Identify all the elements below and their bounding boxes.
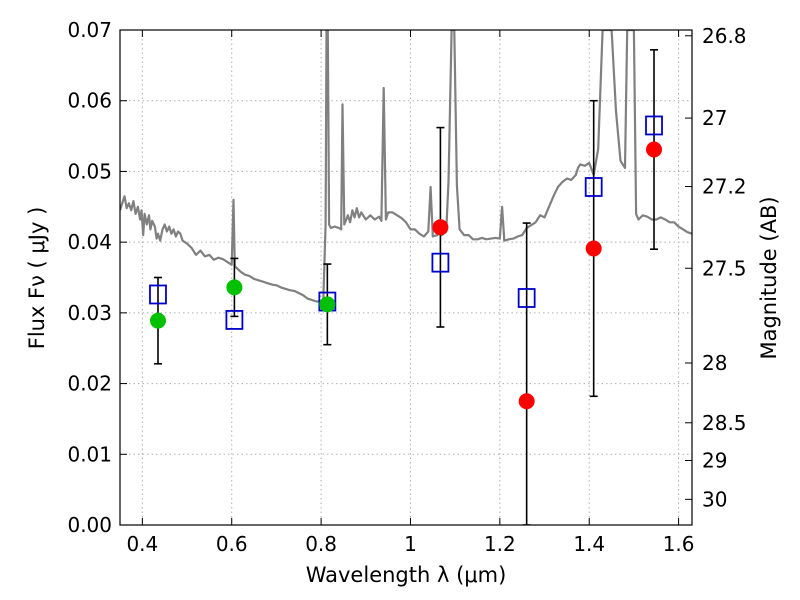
y2-tick-label: 30 (702, 487, 727, 511)
y2-axis-label: Magnitude (AB) (757, 196, 781, 359)
y-tick-label: 0.02 (67, 372, 112, 396)
observed-point-green (226, 279, 243, 296)
model-square-marker (584, 177, 603, 197)
observed-point-red (432, 219, 449, 236)
model-spectrum-line (120, 30, 692, 303)
y2-tick-label: 26.8 (702, 24, 747, 48)
y2-tick-label: 28 (702, 351, 727, 375)
model-square-marker (225, 310, 244, 330)
x-tick-label: 1.4 (573, 532, 605, 556)
model-photometry-layer (149, 115, 663, 330)
axis-ticks (120, 29, 692, 526)
x-tick-label: 0.8 (305, 532, 337, 556)
model-square-marker (645, 115, 663, 136)
y2-tick-label: 28.5 (702, 411, 747, 435)
y2-tick-label: 27 (702, 106, 727, 130)
model-square-marker (517, 288, 536, 308)
observed-point-red (646, 141, 663, 158)
x-axis-label: Wavelength λ (μm) (306, 563, 507, 587)
y-tick-label: 0.01 (67, 442, 112, 466)
model-square-marker (149, 284, 167, 305)
y-axis-label: Flux Fν ( μJy ) (25, 207, 49, 350)
x-tick-label: 1 (404, 532, 417, 556)
x-tick-label: 0.6 (216, 532, 248, 556)
y-tick-label: 0.06 (67, 89, 112, 113)
y-tick-label: 0.05 (67, 159, 112, 183)
model-square-marker (431, 252, 450, 273)
y2-tick-label: 27.5 (702, 256, 747, 280)
x-tick-label: 1.6 (663, 532, 695, 556)
observed-point-green (319, 296, 336, 313)
y-tick-label: 0.07 (67, 18, 112, 42)
observed-point-green (149, 312, 166, 329)
observed-point-red (585, 240, 602, 257)
y-tick-label: 0.04 (67, 230, 112, 254)
observed-point-red (518, 393, 535, 410)
x-tick-label: 1.2 (484, 532, 516, 556)
y-tick-label: 0.03 (67, 301, 112, 325)
tick-labels: 0.4 0.6 0.8 1 1.2 1.4 1.6 0.00 0.01 0.02 0.03 0.04 0… (67, 18, 746, 556)
model-spectrum-layer (120, 30, 692, 303)
plot-frame (119, 29, 693, 526)
y2-tick-label: 29 (702, 449, 727, 473)
y2-tick-label: 27.2 (702, 175, 747, 199)
y-tick-label: 0.00 (67, 513, 112, 537)
observed-photometry-layer (149, 141, 663, 410)
x-tick-label: 0.4 (126, 532, 158, 556)
